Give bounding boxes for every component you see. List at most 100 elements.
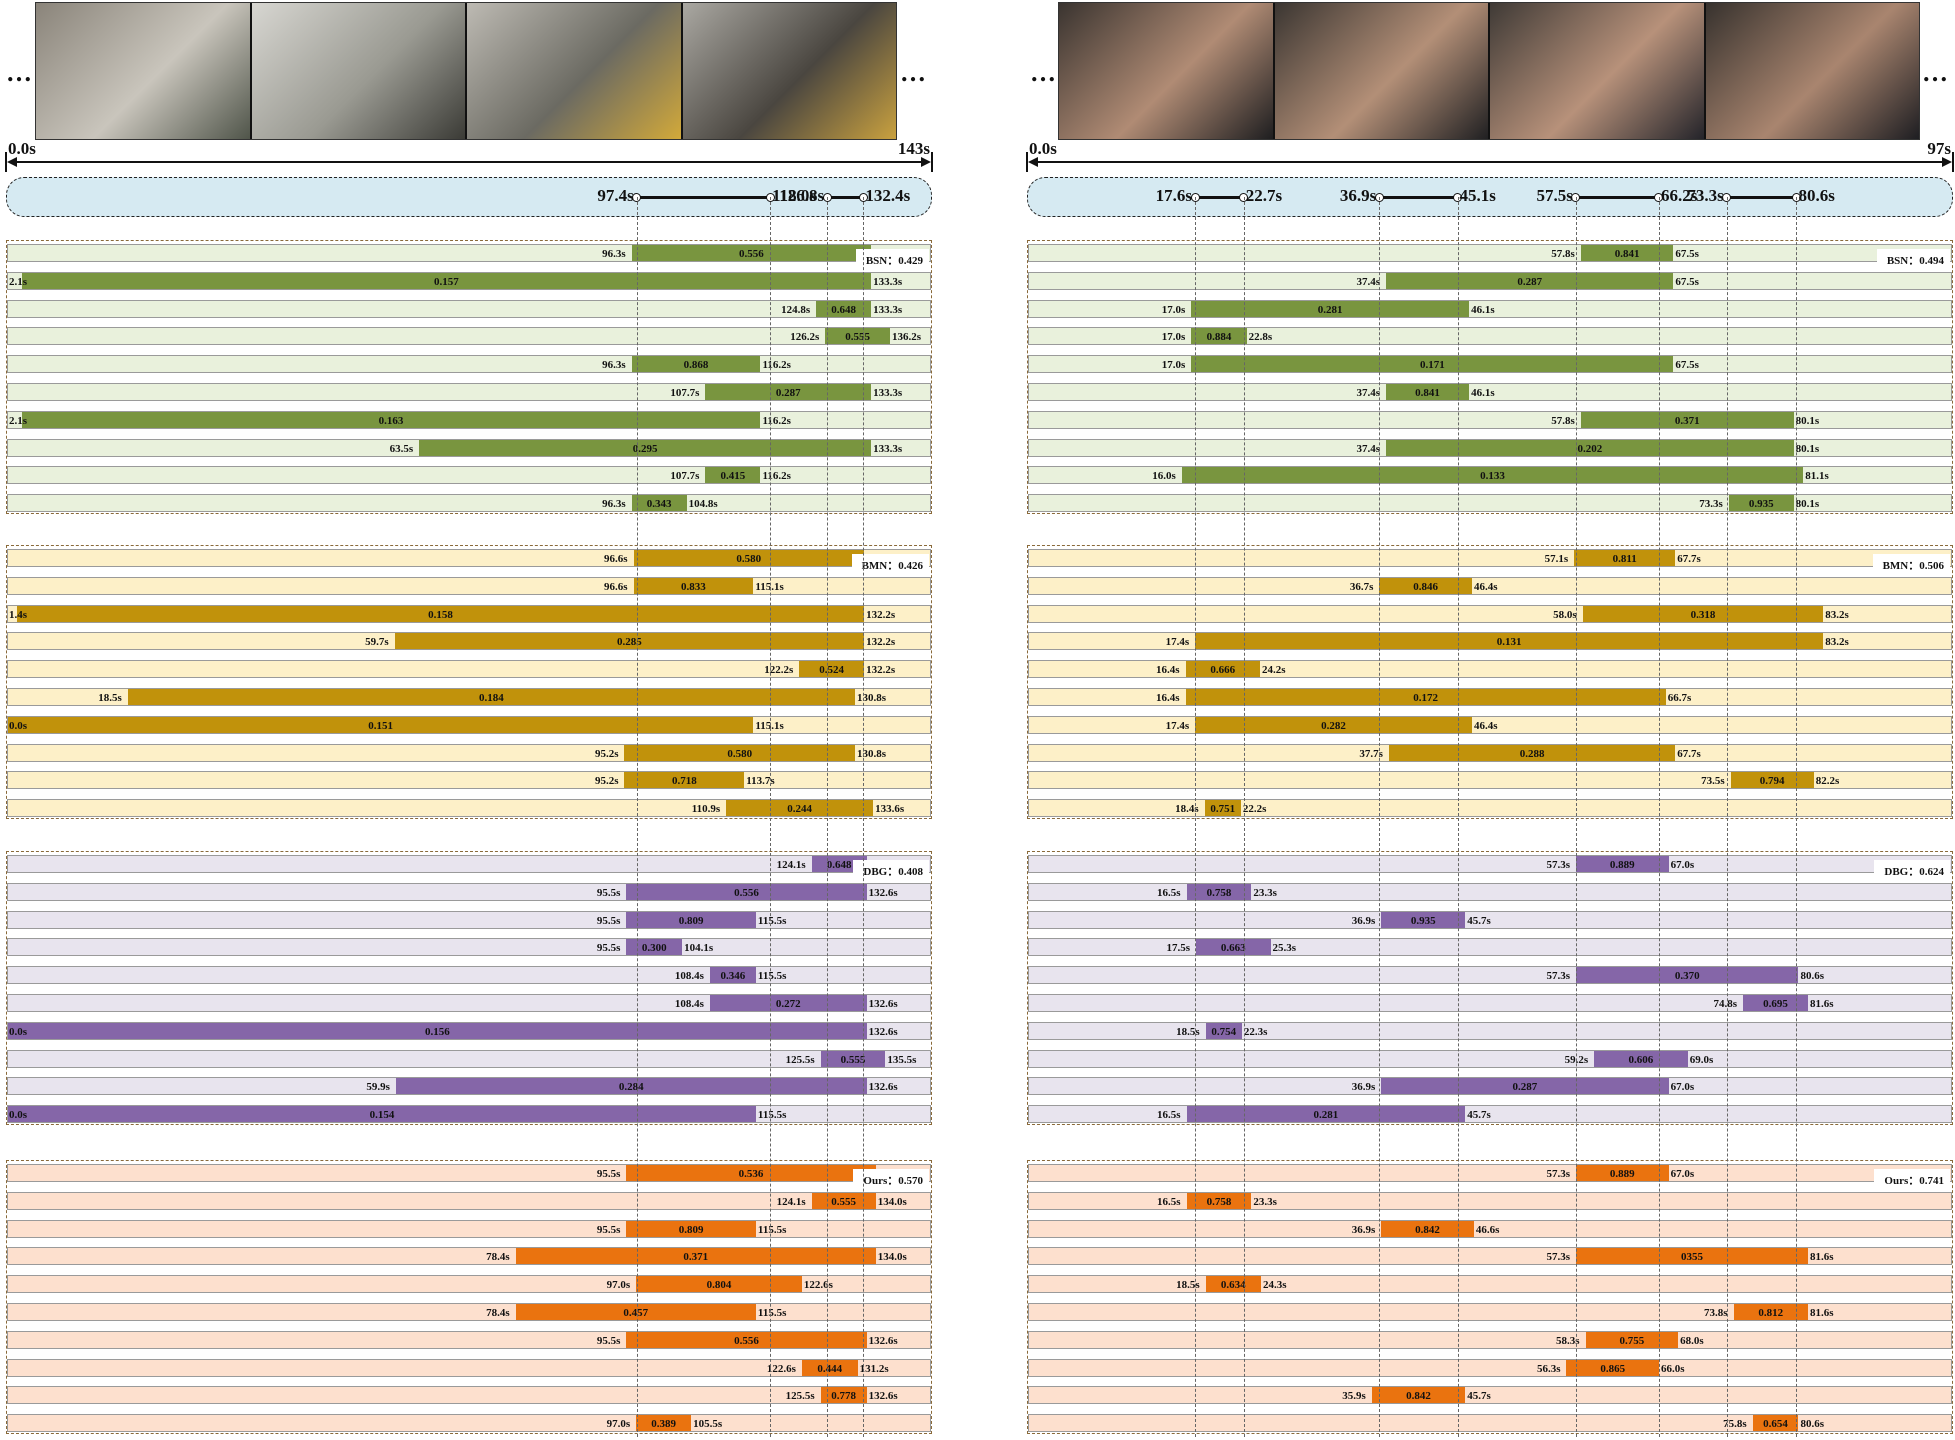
- proposal-end-label: 135.5s: [887, 1053, 917, 1066]
- proposal-end-label: 69.0s: [1689, 1053, 1714, 1066]
- proposal-start-label: 96.6s: [604, 553, 628, 565]
- proposal-start-label: 2.1s: [9, 275, 28, 288]
- proposal-row: 0.842 36.9s 46.6s: [1028, 1219, 1952, 1238]
- proposal-end-label: 115.1s: [755, 719, 784, 732]
- proposal-end-label: 130.8s: [856, 747, 887, 760]
- proposal-row: 0.751 18.4s 22.2s: [1028, 799, 1952, 818]
- proposal-row: 0.804 97.0s 122.6s: [7, 1275, 931, 1294]
- proposal-row: 0.154 0.0s 115.5s: [7, 1105, 931, 1124]
- proposal-start-label: 57.1s: [1544, 553, 1569, 565]
- proposal-start-label: 125.5s: [785, 1053, 815, 1066]
- proposal-start-label: 17.0s: [1161, 303, 1186, 316]
- proposal-start-label: 16.4s: [1156, 692, 1180, 704]
- proposal-start-label: 73.3s: [1699, 498, 1723, 511]
- proposal-row: 0.172 16.4s 66.7s: [1028, 688, 1952, 706]
- proposal-bar: 0.794: [1730, 772, 1814, 789]
- proposal-bar: 0.415: [705, 467, 761, 484]
- proposal-bar: 0.555: [825, 328, 890, 345]
- proposal-start-label: 16.0s: [1152, 470, 1176, 483]
- proposal-start-label: 17.0s: [1161, 359, 1186, 372]
- ground-truth-guide-line: [1379, 197, 1381, 1437]
- proposal-bar: 0.157: [21, 272, 872, 289]
- video-frame: [1274, 3, 1490, 139]
- proposal-start-label: 18.5s: [1176, 1025, 1200, 1038]
- video-frame: [1705, 3, 1919, 139]
- proposal-bar: 0.812: [1733, 1304, 1808, 1320]
- proposal-bar: 0.695: [1743, 995, 1808, 1011]
- ellipsis-left: …: [1030, 58, 1057, 87]
- proposal-end-label: 22.3s: [1243, 1025, 1268, 1038]
- proposal-row: 0.889 57.3s 67.0s: [1028, 855, 1952, 873]
- proposal-bar: 0.370: [1576, 967, 1799, 984]
- proposal-row: 0.580 95.2s 130.8s: [7, 743, 931, 762]
- proposal-end-label: 116.2s: [762, 359, 791, 372]
- proposal-bar: 0.648: [816, 300, 872, 317]
- timeline-end-label: 143s: [897, 139, 930, 158]
- proposal-end-label: 67.7s: [1677, 747, 1701, 760]
- proposal-end-label: 132.6s: [868, 1025, 898, 1038]
- proposal-end-label: 66.0s: [1661, 1362, 1685, 1375]
- proposal-end-label: 67.5s: [1675, 359, 1699, 372]
- proposal-row: 0.287 107.7s 133.3s: [7, 383, 931, 401]
- ground-truth-segment: [1726, 196, 1797, 199]
- proposal-row: 0.284 59.9s 132.6s: [7, 1077, 931, 1096]
- proposal-bar: 0.648: [811, 856, 867, 872]
- video-frame-strip: [1058, 2, 1920, 140]
- proposal-start-label: 124.1s: [776, 859, 806, 871]
- proposal-start-label: 125.5s: [785, 1390, 815, 1403]
- proposal-bar: 0.865: [1566, 1359, 1660, 1376]
- proposal-end-label: 113.7s: [746, 775, 775, 788]
- proposal-start-label: 95.5s: [596, 1168, 621, 1180]
- proposal-row: 0.157 2.1s 133.3s: [7, 271, 931, 290]
- method-score-bsn: BSN：0.494: [1876, 249, 1950, 271]
- proposal-row: 0.718 95.2s 113.7s: [7, 771, 931, 790]
- ellipsis-right: …: [1922, 58, 1949, 87]
- ground-truth-segment: [636, 196, 771, 199]
- proposal-start-label: 36.7s: [1349, 580, 1374, 593]
- proposal-row: 0.846 36.7s 46.4s: [1028, 576, 1952, 595]
- proposal-end-label: 80.1s: [1795, 498, 1820, 511]
- proposal-row: 0.318 58.0s 83.2s: [1028, 604, 1952, 623]
- proposal-start-label: 122.2s: [764, 664, 794, 677]
- proposal-end-label: 46.6s: [1475, 1223, 1500, 1236]
- panel-bmn: 0.811 57.1s 67.7s 0.846 36.7s 46.4s 0.318 58.0s…: [1027, 545, 1953, 820]
- proposal-row: 0.282 17.4s 46.4s: [1028, 715, 1952, 734]
- proposal-start-label: 96.3s: [602, 498, 626, 511]
- proposal-row: 0.555 124.1s 134.0s: [7, 1191, 931, 1210]
- proposal-start-label: 17.0s: [1161, 331, 1186, 344]
- video-frame: [1490, 3, 1706, 139]
- panel-bsn: 0.841 57.8s 67.5s 0.287 37.4s 67.5s 0.281 17.0s…: [1027, 240, 1953, 515]
- proposal-row: 0.556 95.5s 132.6s: [7, 1330, 931, 1349]
- proposal-row: 0.794 73.5s 82.2s: [1028, 771, 1952, 790]
- proposal-start-label: 36.9s: [1351, 1081, 1376, 1094]
- proposal-row: 0.555 126.2s 136.2s: [7, 327, 931, 346]
- proposal-row: 0.151 0.0s 115.1s: [7, 715, 931, 734]
- proposal-bar: 0.172: [1185, 689, 1666, 705]
- proposal-bar: 0.884: [1191, 328, 1247, 345]
- proposal-start-label: 57.3s: [1546, 1251, 1571, 1264]
- proposal-end-label: 81.1s: [1805, 470, 1829, 483]
- proposal-start-label: 122.6s: [766, 1362, 796, 1375]
- proposal-bar: 0.935: [1381, 911, 1466, 928]
- video-frame: [251, 3, 467, 139]
- video-frame: [1059, 3, 1275, 139]
- timeline-start-label: 0.0s: [1029, 139, 1057, 158]
- proposal-row: 0.133 16.0s 81.1s: [1028, 466, 1952, 485]
- proposal-bar: 0.158: [17, 605, 865, 622]
- proposal-end-label: 68.0s: [1680, 1334, 1704, 1347]
- proposal-row: 0.281 17.0s 46.1s: [1028, 299, 1952, 318]
- proposal-end-label: 83.2s: [1825, 608, 1849, 621]
- proposal-end-label: 66.7s: [1667, 692, 1692, 704]
- proposal-bar: 0.755: [1585, 1331, 1679, 1348]
- proposal-end-label: 132.6s: [868, 886, 898, 899]
- proposal-bar: 0.758: [1186, 1192, 1252, 1209]
- proposal-row: 0.758 16.5s 23.3s: [1028, 1191, 1952, 1210]
- proposal-bar: 0.536: [626, 1165, 876, 1181]
- proposal-row: 0.754 18.5s 22.3s: [1028, 1021, 1952, 1040]
- proposal-start-label: 0.0s: [9, 1025, 28, 1038]
- method-score-ours: Ours：0.741: [1874, 1169, 1950, 1191]
- proposal-bar: 0.156: [8, 1022, 867, 1039]
- proposal-start-label: 124.8s: [781, 303, 811, 316]
- proposal-bar: 0.444: [801, 1359, 858, 1376]
- proposal-end-label: 115.5s: [757, 970, 787, 983]
